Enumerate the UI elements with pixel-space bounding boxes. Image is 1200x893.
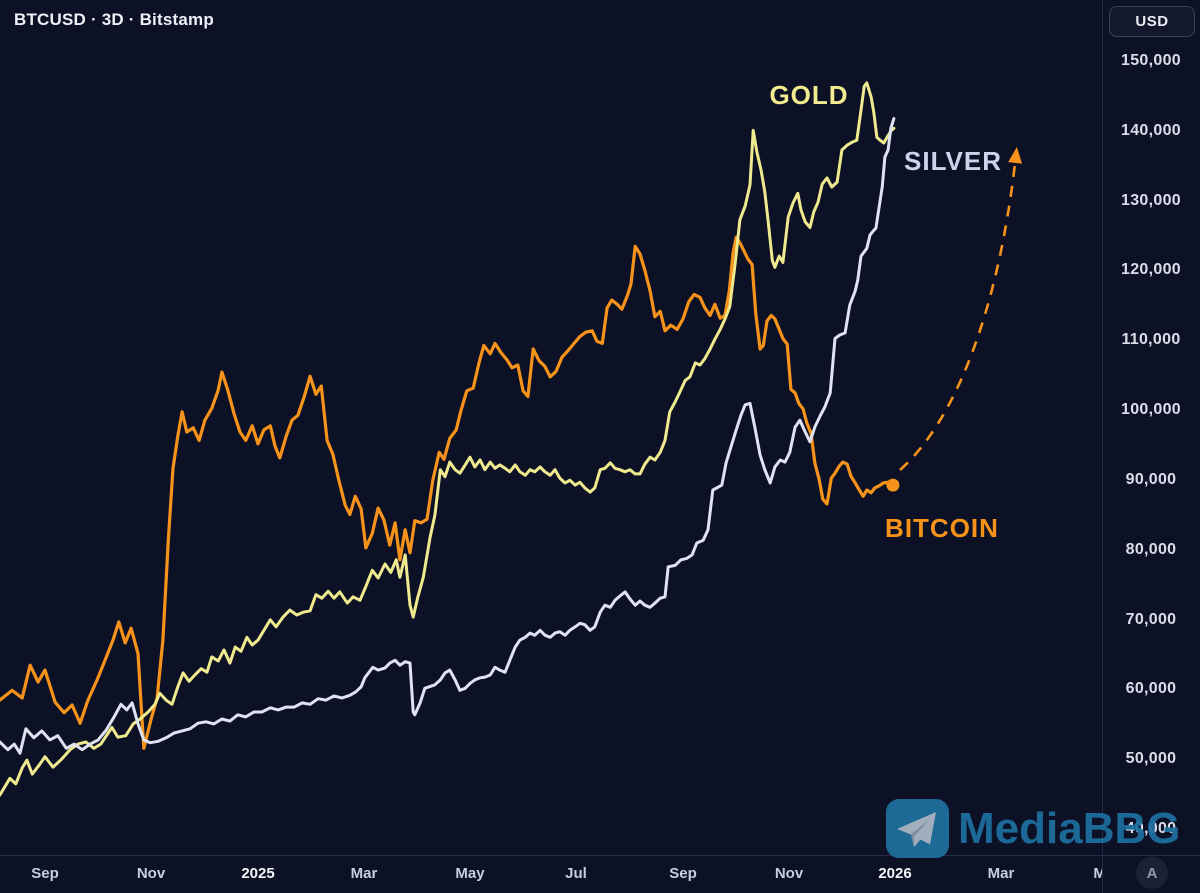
axis-corner: A [1102, 856, 1200, 893]
watermark: MediaBBG [886, 799, 1180, 858]
auto-scale-button[interactable]: A [1136, 857, 1168, 889]
bitcoin-label: BITCOIN [885, 513, 999, 543]
series-line-bitcoin [0, 235, 895, 750]
y-axis-label: 40,000 [1125, 820, 1177, 837]
silver-label: SILVER [904, 146, 1002, 176]
bitcoin-end-dot [886, 478, 900, 492]
y-axis-label: 100,000 [1121, 401, 1181, 418]
series-line-silver [0, 117, 896, 755]
gold-label: GOLD [769, 80, 848, 110]
x-axis-label: Jul [565, 865, 587, 882]
x-axis-label: Nov [136, 865, 166, 882]
projection-arrow-line [899, 154, 1018, 471]
x-axis-label: Nov [774, 865, 804, 882]
series-line-gold [0, 81, 896, 797]
y-axis-label: 90,000 [1125, 471, 1177, 488]
price-chart-plot[interactable]: GOLD SILVER BITCOIN [0, 0, 1102, 855]
watermark-text: MediaBBG [958, 803, 1181, 853]
x-axis-label: Mar [350, 865, 378, 882]
y-axis-label: 150,000 [1121, 52, 1181, 69]
y-axis-label: 50,000 [1125, 750, 1177, 767]
y-axis-label: 120,000 [1121, 261, 1181, 278]
x-axis-label: May [455, 865, 485, 882]
y-axis-label: 80,000 [1125, 541, 1177, 558]
axis-divider-vertical [1102, 0, 1103, 893]
x-axis-label: Mar [987, 865, 1015, 882]
projection-arrow-head [1008, 147, 1023, 164]
y-axis-label: 140,000 [1121, 122, 1181, 139]
y-axis-label: 130,000 [1121, 192, 1181, 209]
x-axis-label: Sep [669, 865, 697, 882]
time-axis[interactable]: SepNov2025MarMayJulSepNov2026MarMay [0, 855, 1200, 893]
y-axis-label: 110,000 [1121, 331, 1181, 348]
price-axis-panel[interactable]: USD 150,000 140,000 130,000 120,000 110,000 1… [1102, 0, 1200, 855]
x-axis-label: 2025 [241, 865, 275, 882]
y-axis-label: 70,000 [1125, 611, 1177, 628]
y-axis-label: 60,000 [1125, 680, 1177, 697]
x-axis-label: Sep [31, 865, 59, 882]
currency-unit-button[interactable]: USD [1109, 6, 1195, 37]
symbol-title: BTCUSD · 3D · Bitstamp [14, 10, 214, 29]
x-axis-label: 2026 [878, 865, 912, 882]
telegram-plane-icon [886, 799, 949, 858]
